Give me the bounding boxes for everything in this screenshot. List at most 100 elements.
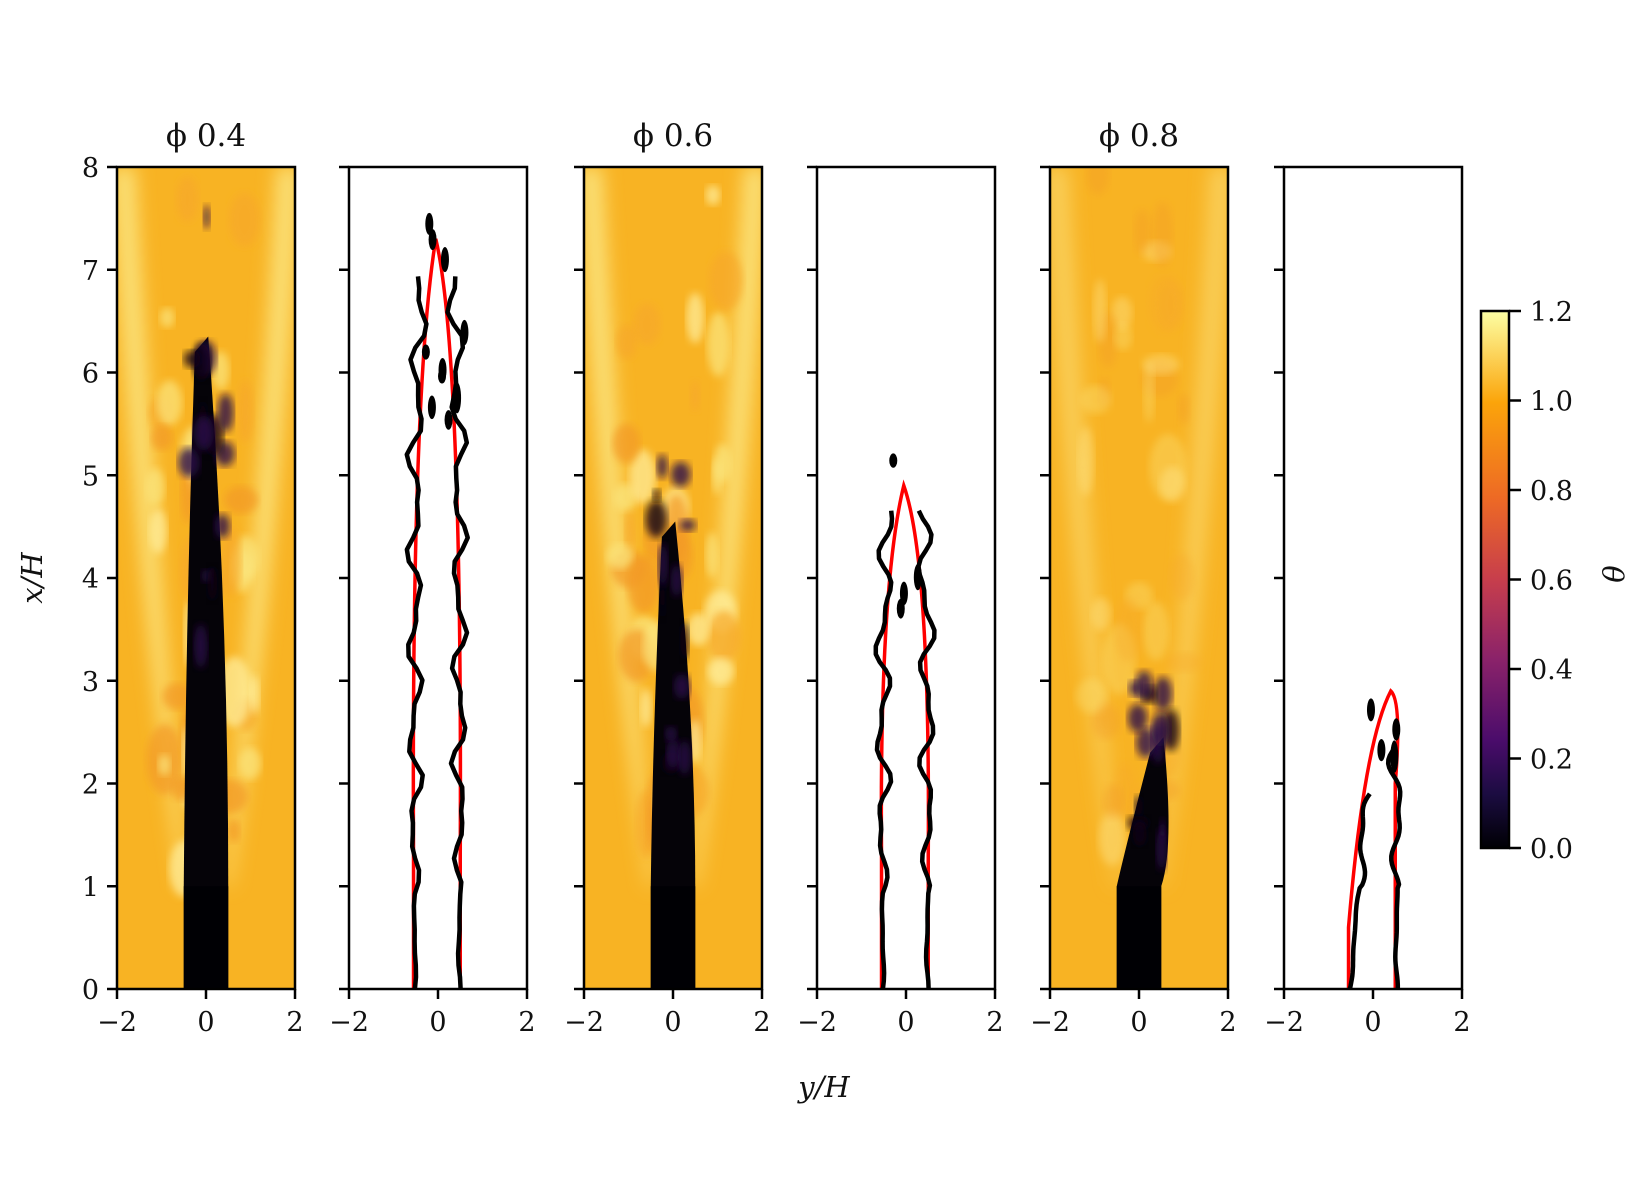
turbulent-patch xyxy=(1142,354,1180,375)
contour-background xyxy=(817,167,995,989)
turbulent-patch xyxy=(145,468,165,507)
burning-pocket xyxy=(194,624,208,668)
x-tick-label: 0 xyxy=(429,1007,446,1038)
y-tick-label: 8 xyxy=(82,153,99,184)
burning-pocket xyxy=(217,393,234,433)
burning-pocket xyxy=(659,575,666,620)
turbulent-patch xyxy=(1114,597,1143,663)
colorbar-tick-label: 0.8 xyxy=(1530,476,1573,507)
burning-pocket xyxy=(652,488,661,502)
burning-pocket xyxy=(1132,821,1147,847)
burning-pocket xyxy=(666,738,680,769)
burning-pocket xyxy=(1159,818,1166,842)
turbulent-patch xyxy=(224,486,259,514)
unburnt-core xyxy=(183,336,229,989)
contour-background xyxy=(349,167,527,989)
x-tick-label: −2 xyxy=(1030,1007,1070,1038)
turbulent-patch xyxy=(629,449,656,504)
turbulent-patch xyxy=(237,379,254,443)
shear-layer xyxy=(693,167,762,887)
y-tick-label: 1 xyxy=(82,872,99,903)
turbulent-patch xyxy=(221,527,242,596)
panel-5: −2 0 2 ϕ 0.8 xyxy=(1030,118,1237,1038)
turbulent-patch xyxy=(212,351,230,390)
turbulent-patch xyxy=(624,510,635,556)
burning-pocket xyxy=(1153,676,1173,711)
turbulent-patch xyxy=(1142,601,1169,661)
burning-pocket xyxy=(673,674,690,699)
shear-layer xyxy=(584,167,653,887)
turbulent-patch xyxy=(640,688,652,728)
turbulent-patch xyxy=(633,303,661,346)
flame-pocket xyxy=(428,229,437,251)
panel-2: −2 0 2 xyxy=(329,165,536,1038)
x-tick-label: 2 xyxy=(1453,1007,1470,1038)
colorbar-label: θ xyxy=(1597,565,1631,582)
flame-pocket xyxy=(1392,718,1401,741)
flame-pocket xyxy=(444,410,453,430)
turbulent-patch xyxy=(616,324,638,360)
turbulent-patch xyxy=(1091,597,1112,631)
flame-pocket xyxy=(440,247,449,273)
y-tick-label: 3 xyxy=(82,667,99,698)
instant-flame-contour xyxy=(916,509,937,989)
burning-pocket xyxy=(1135,670,1153,700)
y-tick-label: 2 xyxy=(82,770,99,801)
flame-pocket xyxy=(899,581,908,606)
x-tick-label: −2 xyxy=(1264,1007,1304,1038)
flame-pocket xyxy=(425,212,434,235)
x-tick-label: 2 xyxy=(753,1007,770,1038)
turbulent-patch xyxy=(1102,784,1124,819)
turbulent-patch xyxy=(1152,201,1174,268)
shear-layer xyxy=(1159,167,1228,887)
x-tick-label: 0 xyxy=(197,1007,214,1038)
turbulent-patch xyxy=(1177,393,1191,425)
burning-pocket xyxy=(645,500,668,538)
turbulent-patch xyxy=(689,379,701,413)
turbulent-patch xyxy=(1159,466,1186,502)
burning-pocket xyxy=(193,415,214,451)
inlet-jet xyxy=(1116,886,1162,989)
turbulent-patch xyxy=(1098,811,1127,866)
turbulent-patch xyxy=(1165,652,1203,673)
x-tick-label: 2 xyxy=(1219,1007,1236,1038)
turbulent-patch xyxy=(1159,280,1183,329)
colorbar-tick-label: 0.2 xyxy=(1530,745,1573,776)
flame-pocket xyxy=(889,453,898,468)
burning-pocket xyxy=(1151,711,1170,747)
colorbar-tick-label: 0.6 xyxy=(1530,566,1573,597)
burning-pocket xyxy=(657,543,668,586)
colorbar-tick-label: 0.4 xyxy=(1530,655,1573,686)
y-tick-label: 6 xyxy=(82,359,99,390)
turbulent-patch xyxy=(686,292,705,344)
turbulent-patch xyxy=(707,311,730,377)
y-tick-label: 0 xyxy=(82,975,99,1006)
turbulent-patch xyxy=(606,543,634,570)
flame-pocket xyxy=(1390,740,1399,773)
burning-pocket xyxy=(1134,795,1143,818)
turbulent-patch xyxy=(162,682,194,710)
burning-pocket xyxy=(678,740,691,775)
flame-pocket xyxy=(438,368,447,384)
turbulent-patch xyxy=(1077,426,1095,496)
turbulent-patch xyxy=(249,675,260,714)
flame-pocket xyxy=(1377,739,1386,762)
y-tick-label: 4 xyxy=(82,564,99,595)
turbulent-patch xyxy=(707,610,741,663)
x-tick-label: −2 xyxy=(329,1007,369,1038)
y-axis-label: x/H xyxy=(15,552,49,604)
flame-pocket xyxy=(460,319,469,346)
x-tick-label: −2 xyxy=(97,1007,137,1038)
turbulent-patch xyxy=(612,423,641,464)
turbulent-patch xyxy=(229,192,260,247)
turbulent-patch xyxy=(705,532,719,578)
colorbar: 0.0 0.2 0.4 0.6 0.8 1.0 1.2 θ xyxy=(1479,297,1631,865)
turbulent-patch xyxy=(1113,323,1133,351)
burning-pocket xyxy=(1127,704,1148,733)
turbulent-patch xyxy=(1086,167,1110,195)
turbulent-patch xyxy=(687,612,711,646)
panel-4: −2 0 2 xyxy=(797,165,1004,1038)
flame-pocket xyxy=(427,395,436,420)
burning-pocket xyxy=(679,519,697,532)
